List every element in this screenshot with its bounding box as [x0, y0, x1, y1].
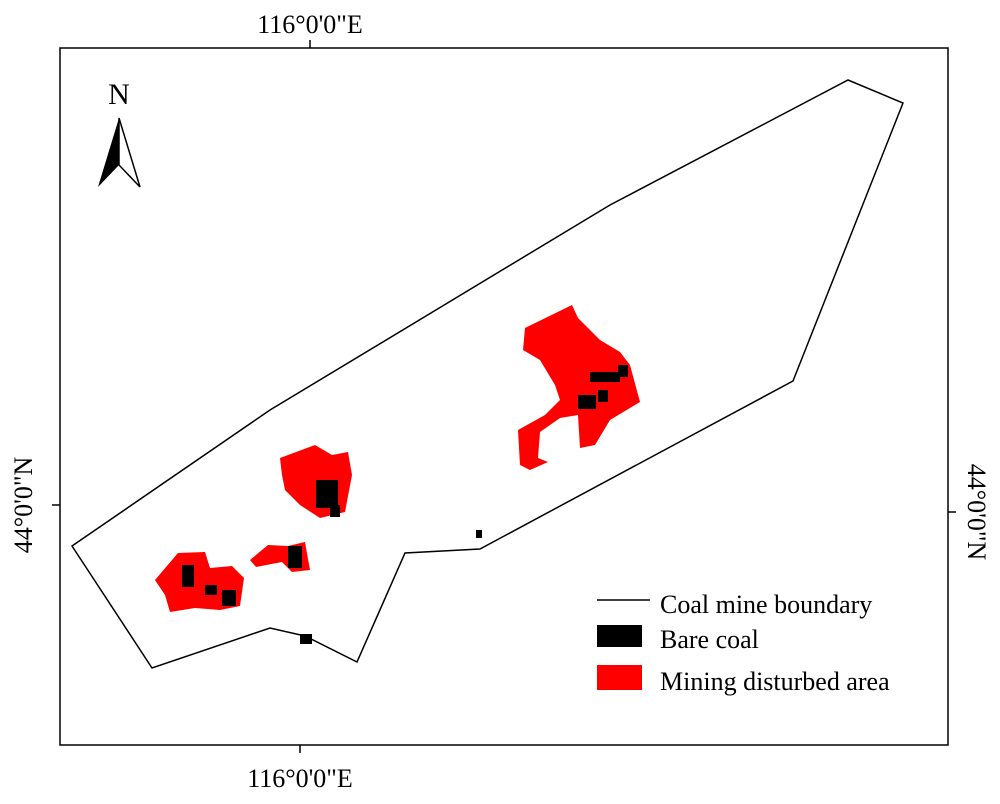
- legend-label: Mining disturbed area: [660, 667, 890, 696]
- legend: Coal mine boundary Bare coal Mining dist…: [597, 590, 890, 696]
- map-frame: [59, 47, 949, 746]
- north-arrow: [98, 117, 141, 188]
- mine-boundary: [70, 79, 904, 669]
- right-coordinate: 44°0'0"N: [962, 464, 991, 561]
- left-coordinate: 44°0'0"N: [9, 457, 38, 554]
- bottom-coordinate: 116°0'0"E: [247, 764, 353, 793]
- top-coordinate: 116°0'0"E: [257, 10, 363, 39]
- bare-coal: [182, 365, 628, 644]
- legend-label: Bare coal: [660, 625, 759, 654]
- north-label: N: [108, 78, 130, 111]
- legend-label: Coal mine boundary: [660, 590, 872, 619]
- legend-swatch: [597, 665, 642, 690]
- legend-swatch: [597, 625, 642, 647]
